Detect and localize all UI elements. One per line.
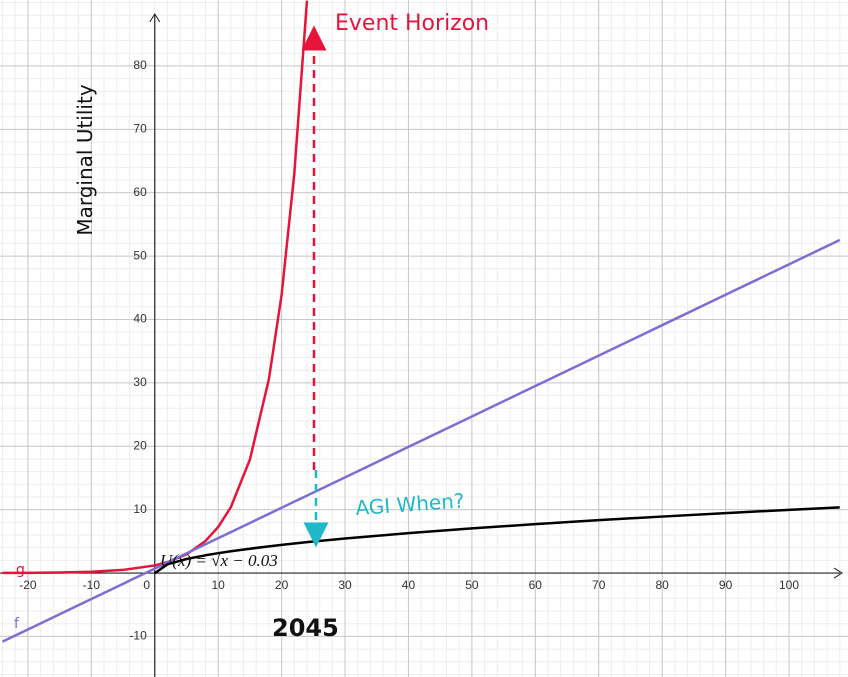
x-tick-label: 10 [212,578,226,592]
x-tick-label: 40 [402,578,416,592]
y-tick-label: 30 [133,375,147,389]
x-tick-label: 30 [338,578,352,592]
x-axis-arrow [833,567,843,579]
y-tick-label: 70 [133,121,147,135]
y-tick-label: 60 [133,185,147,199]
y-tick-label: 40 [133,312,147,326]
x-tick-label: 60 [529,578,543,592]
annotation: 2045 [272,614,339,642]
x-tick-label: 0 [143,578,150,592]
series-label: U(x) = √x − 0.03 [160,551,278,570]
y-tick-label: -10 [129,629,147,643]
y-axis-arrow [149,13,161,23]
y-axis-label: Marginal Utility [73,84,97,235]
x-tick-label: 80 [655,578,669,592]
series-label: f [14,616,20,632]
curves [1,0,841,643]
axes: -20 -10 0 10 20 30 40 50 60 70 80 90 100 -10 10 20 30 40 5… [0,13,843,677]
x-tick-label: 100 [779,578,799,592]
series-line [1,238,841,643]
annotation: AGI When? [355,488,466,520]
x-tick-label: -20 [19,578,37,592]
x-tick-label: -10 [83,578,101,592]
x-tick-label: 90 [719,578,733,592]
y-tick-label: 10 [133,502,147,516]
y-tick-label: 50 [133,248,147,262]
x-tick-label: 70 [592,578,606,592]
x-tick-label: 20 [275,578,289,592]
series-label: g [16,562,25,578]
x-tick-label: 50 [465,578,479,592]
y-tick-label: 20 [133,438,147,452]
series-line [154,506,840,575]
annotation: Event Horizon [335,11,489,36]
y-tick-label: 80 [133,58,147,72]
